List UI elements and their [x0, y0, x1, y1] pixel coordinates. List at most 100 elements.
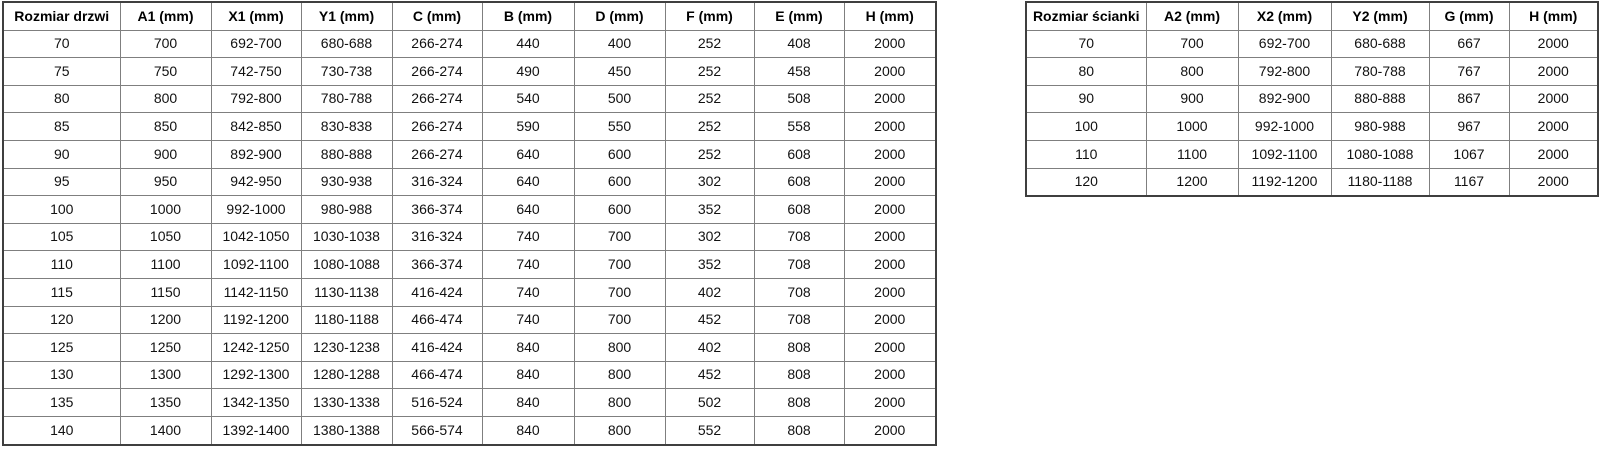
table-cell: 452	[664, 360, 755, 390]
table-cell: 808	[753, 388, 845, 417]
table-cell: 2000	[843, 415, 937, 446]
table-cell: 980-988	[300, 195, 393, 224]
column-header: Y2 (mm)	[1330, 1, 1430, 31]
table-cell: 140	[2, 415, 121, 446]
table-cell: 2000	[843, 167, 937, 197]
table-cell: 500	[573, 84, 666, 114]
column-header: A2 (mm)	[1145, 1, 1239, 31]
table-cell: 1192-1200	[1237, 167, 1332, 197]
column-header: F (mm)	[664, 1, 755, 31]
table-cell: 2000	[843, 305, 937, 335]
table-cell: 125	[2, 333, 121, 362]
table-cell: 740	[481, 250, 575, 279]
wall-size-table: Rozmiar ścianki A2 (mm) X2 (mm) Y2 (mm) G (m…	[1025, 1, 1599, 198]
table-cell: 880-888	[1330, 84, 1430, 114]
table-cell: 316-324	[391, 222, 483, 252]
table-cell: 1380-1388	[300, 415, 393, 446]
table-cell: 1000	[119, 195, 212, 224]
table-cell: 352	[664, 250, 755, 279]
table-cell: 700	[573, 222, 666, 252]
table-cell: 402	[664, 277, 755, 307]
table-cell: 110	[2, 250, 121, 279]
table-cell: 708	[753, 222, 845, 252]
table-row: 90 900 892-900 880-888 867 2000	[1025, 84, 1599, 114]
door-size-table: Rozmiar drzwi A1 (mm) X1 (mm) Y1 (mm) C (mm)…	[2, 1, 937, 446]
table-cell: 550	[573, 112, 666, 141]
table-row: 75 750 742-750 730-738 266-274 490 450 252 458 20…	[2, 57, 937, 86]
table-cell: 2000	[1508, 84, 1599, 114]
table-cell: 640	[481, 139, 575, 169]
table-cell: 930-938	[300, 167, 393, 197]
table-cell: 992-1000	[210, 195, 302, 224]
table-cell: 516-524	[391, 388, 483, 417]
table-cell: 2000	[843, 139, 937, 169]
table-cell: 600	[573, 167, 666, 197]
table-cell: 508	[753, 84, 845, 114]
table-cell: 700	[119, 29, 212, 59]
table-cell: 808	[753, 333, 845, 362]
table-cell: 892-900	[210, 139, 302, 169]
table-row: 120 1200 1192-1200 1180-1188 1167 2000	[1025, 167, 1599, 197]
table-row: 140 1400 1392-1400 1380-1388 566-574 840 800 55…	[2, 415, 937, 446]
table-cell: 1200	[119, 305, 212, 335]
table-row: 110 1100 1092-1100 1080-1088 366-374 740 700 35…	[2, 250, 937, 279]
table-cell: 252	[664, 84, 755, 114]
table-cell: 800	[573, 388, 666, 417]
table-cell: 2000	[843, 29, 937, 59]
table-cell: 692-700	[1237, 29, 1332, 59]
table-cell: 1400	[119, 415, 212, 446]
table-cell: 266-274	[391, 29, 483, 59]
table-cell: 120	[2, 305, 121, 335]
table-cell: 750	[119, 57, 212, 86]
table-cell: 992-1000	[1237, 112, 1332, 141]
table-row: 130 1300 1292-1300 1280-1288 466-474 840 800 45…	[2, 360, 937, 390]
table-cell: 808	[753, 415, 845, 446]
table-cell: 1130-1138	[300, 277, 393, 307]
table-cell: 2000	[1508, 167, 1599, 197]
table-cell: 1200	[1145, 167, 1239, 197]
table-cell: 558	[753, 112, 845, 141]
table-row: 120 1200 1192-1200 1180-1188 466-474 740 700 45…	[2, 305, 937, 335]
table-cell: 90	[2, 139, 121, 169]
table-cell: 900	[119, 139, 212, 169]
table-cell: 1030-1038	[300, 222, 393, 252]
table-cell: 600	[573, 195, 666, 224]
table-cell: 2000	[843, 57, 937, 86]
table-cell: 780-788	[1330, 57, 1430, 86]
table-cell: 590	[481, 112, 575, 141]
table-row: 80 800 792-800 780-788 266-274 540 500 252 508 20…	[2, 84, 937, 114]
table-cell: 1080-1088	[300, 250, 393, 279]
table-cell: 2000	[1508, 112, 1599, 141]
table-cell: 252	[664, 29, 755, 59]
table-cell: 800	[573, 415, 666, 446]
table-cell: 850	[119, 112, 212, 141]
table-cell: 1350	[119, 388, 212, 417]
table-cell: 458	[753, 57, 845, 86]
table-cell: 700	[1145, 29, 1239, 59]
table-cell: 840	[481, 415, 575, 446]
table-cell: 730-738	[300, 57, 393, 86]
table-cell: 100	[2, 195, 121, 224]
table-cell: 115	[2, 277, 121, 307]
table-cell: 70	[2, 29, 121, 59]
table-cell: 840	[481, 360, 575, 390]
table-cell: 135	[2, 388, 121, 417]
column-header: X1 (mm)	[210, 1, 302, 31]
table-cell: 2000	[843, 195, 937, 224]
table-cell: 2000	[843, 333, 937, 362]
column-header: G (mm)	[1428, 1, 1510, 31]
table-cell: 316-324	[391, 167, 483, 197]
table-cell: 416-424	[391, 333, 483, 362]
table-cell: 266-274	[391, 112, 483, 141]
column-header: C (mm)	[391, 1, 483, 31]
table-cell: 302	[664, 167, 755, 197]
table-cell: 2000	[1508, 57, 1599, 86]
column-header: Y1 (mm)	[300, 1, 393, 31]
table-cell: 1100	[119, 250, 212, 279]
table-cell: 1280-1288	[300, 360, 393, 390]
table-cell: 892-900	[1237, 84, 1332, 114]
table-cell: 840	[481, 388, 575, 417]
table-cell: 842-850	[210, 112, 302, 141]
table-cell: 640	[481, 167, 575, 197]
